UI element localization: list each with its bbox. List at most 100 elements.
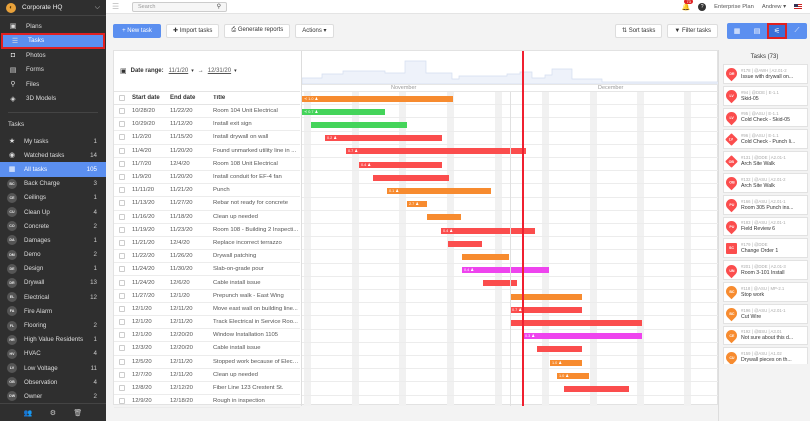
task-card[interactable]: OB #131 | @DDE | A2.01-1 Arch Site Walk (723, 151, 808, 171)
table-row[interactable]: 11/24/20 12/6/20 Cable install issue (114, 276, 300, 290)
import-tasks-button[interactable]: ✚ Import tasks (166, 23, 220, 38)
filter-watched-tasks[interactable]: ◉ Watched tasks 14 (0, 148, 106, 162)
gear-icon[interactable]: ⚙ (49, 409, 57, 417)
date-range-start[interactable]: 11/1/20 (168, 68, 189, 74)
task-card[interactable]: SC #179 | @DDE Change Order 1 (723, 238, 808, 259)
table-row[interactable]: 12/5/20 12/11/20 Stopped work because of E… (114, 356, 300, 369)
category-low-voltage[interactable]: LV Low Voltage 11 (0, 361, 106, 375)
sort-tasks-button[interactable]: ⇅ Sort tasks (615, 23, 663, 38)
category-demo[interactable]: DM Demo 2 (0, 248, 106, 262)
sidebar-item-plans[interactable]: ▣ Plans (0, 19, 106, 34)
category-fire-alarm[interactable]: FA Fire Alarm (0, 304, 106, 318)
row-checkbox[interactable] (119, 121, 125, 128)
category-ceilings[interactable]: CE Ceilings 1 (0, 191, 106, 205)
row-checkbox[interactable] (119, 213, 125, 220)
row-checkbox[interactable] (119, 279, 125, 286)
gantt-bar[interactable]: 0.1 ♟ (387, 187, 491, 194)
category-flooring[interactable]: FL Flooring 2 (0, 318, 106, 332)
date-range-end[interactable]: 12/31/20 (207, 68, 232, 74)
category-owner[interactable]: OW Owner 2 (0, 389, 106, 403)
select-all-checkbox[interactable] (119, 95, 125, 101)
user-menu[interactable]: Andrew ▾ (761, 3, 786, 10)
gantt-bar[interactable] (311, 121, 407, 128)
table-row[interactable]: 11/13/20 11/27/20 Rebar not ready for conc… (114, 197, 300, 211)
gantt-bar[interactable]: 0.2 ♟ (325, 135, 442, 142)
row-checkbox[interactable] (119, 398, 125, 405)
gantt-bar[interactable]: 0.4 ♟ (441, 227, 535, 234)
gantt-bar[interactable]: 0.7 ♟ (510, 306, 582, 313)
gantt-bar[interactable]: 1.0 ♟ (557, 372, 589, 379)
list-view-icon[interactable]: ▤ (753, 27, 761, 35)
gantt-bar[interactable]: 1.0 ♟ (550, 359, 582, 366)
notifications-button[interactable]: 🔔 73 (681, 0, 693, 11)
sidebar-item-tasks[interactable]: ☰ Tasks (1, 32, 105, 49)
category-electrical[interactable]: EL Electrical 12 (0, 290, 106, 304)
row-checkbox[interactable] (119, 160, 125, 167)
task-card[interactable]: BC #118 | @ASU | MP-2.1 Stop work (723, 281, 808, 302)
row-checkbox[interactable] (119, 266, 125, 273)
actions-dropdown[interactable]: Actions ▾ (295, 23, 334, 38)
table-row[interactable]: 12/1/20 12/11/20 Move east wall on buildin… (114, 303, 300, 316)
gantt-bar[interactable]: 0.4 ♟ (359, 161, 442, 168)
gantt-bar[interactable]: 2.7 ♟ (407, 201, 427, 208)
task-card[interactable]: LV #95 | @ASU | E-1.1 Cold Check - Skid-05 (723, 107, 808, 128)
chart-view-icon[interactable]: ⟋ (794, 26, 800, 34)
hamburger-menu-icon[interactable]: ☰ (112, 2, 120, 11)
gantt-bar[interactable] (537, 346, 582, 353)
task-card[interactable]: CE #192 | @BSU | A3.01 Not sure about this… (723, 325, 808, 346)
col-end-date[interactable]: End date (170, 95, 196, 101)
sidebar-item-forms[interactable]: ▤ Forms (0, 63, 106, 78)
table-row[interactable]: 12/7/20 12/11/20 Clean up needed (114, 369, 300, 382)
new-task-button[interactable]: + New task (113, 23, 161, 38)
sidebar-item-files[interactable]: ⚲ Files (0, 77, 106, 92)
row-checkbox[interactable] (119, 385, 125, 392)
category-damages[interactable]: DA Damages 1 (0, 233, 106, 247)
gantt-bar[interactable]: ≺ 0.7 ♟ (302, 108, 385, 115)
table-row[interactable]: 10/28/20 11/22/20 Room 104 Unit Electrical (114, 105, 300, 119)
row-checkbox[interactable] (119, 174, 125, 181)
gantt-bar[interactable] (373, 174, 449, 181)
category-observation[interactable]: OB Observation 4 (0, 375, 106, 389)
category-concrete[interactable]: CO Concrete 2 (0, 219, 106, 233)
row-checkbox[interactable] (119, 305, 125, 312)
sidebar-item-photos[interactable]: ◘ Photos (0, 48, 106, 63)
plan-link[interactable]: Enterprise Plan (714, 3, 754, 10)
category-high-value-residents[interactable]: HR High Value Residents 1 (0, 333, 106, 347)
gantt-view-icon[interactable]: ⚟ (767, 22, 787, 39)
row-checkbox[interactable] (119, 147, 125, 154)
task-card[interactable]: DR #178 | @AWH | A2.01-2 Issue with drywal… (723, 64, 808, 84)
col-title[interactable]: Title (213, 95, 226, 101)
table-row[interactable]: 11/24/20 11/30/20 Slab-on-grade pour (114, 263, 300, 277)
row-checkbox[interactable] (119, 332, 125, 339)
table-row[interactable]: 11/9/20 11/20/20 Install conduit for EF-4 … (114, 171, 300, 185)
gantt-bar[interactable] (448, 240, 482, 247)
table-row[interactable]: 11/16/20 11/18/20 Clean up needed (114, 211, 300, 224)
task-card[interactable]: LV #94 | @DDE | E-1.1 Skid-05 (723, 85, 808, 106)
task-card[interactable]: UN #201 | @DDE | A2.01-3 Room 3-101 Instal… (723, 260, 808, 280)
gantt-bar[interactable] (510, 293, 582, 300)
gantt-bar[interactable] (564, 385, 629, 392)
category-design[interactable]: DE Design 1 (0, 262, 106, 276)
users-icon[interactable]: 👥 (23, 409, 33, 417)
col-start-date[interactable]: Start date (132, 95, 160, 101)
gantt-bar[interactable]: 0.7 ♟ (346, 148, 526, 155)
task-card[interactable]: OB #132 | @ASU | A2.01-2 Arch Site Walk (723, 172, 808, 193)
table-row[interactable]: 11/27/20 12/1/20 Prepunch walk - East Wing (114, 290, 300, 303)
row-checkbox[interactable] (119, 200, 125, 207)
table-row[interactable]: 11/11/20 11/21/20 Punch (114, 184, 300, 198)
gantt-bar[interactable] (427, 214, 461, 221)
us-flag-icon[interactable] (794, 3, 802, 10)
gantt-bar[interactable]: 0.3 ♟ (523, 333, 642, 340)
table-row[interactable]: 11/19/20 11/23/20 Room 108 - Building 2 In… (114, 224, 300, 237)
table-row[interactable]: 11/22/20 11/26/20 Drywall patching (114, 250, 300, 264)
row-checkbox[interactable] (119, 345, 125, 352)
row-checkbox[interactable] (119, 108, 125, 115)
table-row[interactable]: 10/29/20 11/12/20 Install exit sign (114, 118, 300, 132)
task-card[interactable]: PU #183 | @ASU | A2.01-1 Field Review 6 (723, 216, 808, 237)
trash-icon[interactable]: 🗑 (73, 409, 83, 417)
row-checkbox[interactable] (119, 371, 125, 378)
row-checkbox[interactable] (119, 358, 125, 365)
project-switcher[interactable]: ◐ Corporate HQ ⌵ (0, 0, 106, 16)
category-hvac[interactable]: HV HVAC 4 (0, 347, 106, 361)
sidebar-item-3d-models[interactable]: ◈ 3D Models (0, 92, 106, 107)
